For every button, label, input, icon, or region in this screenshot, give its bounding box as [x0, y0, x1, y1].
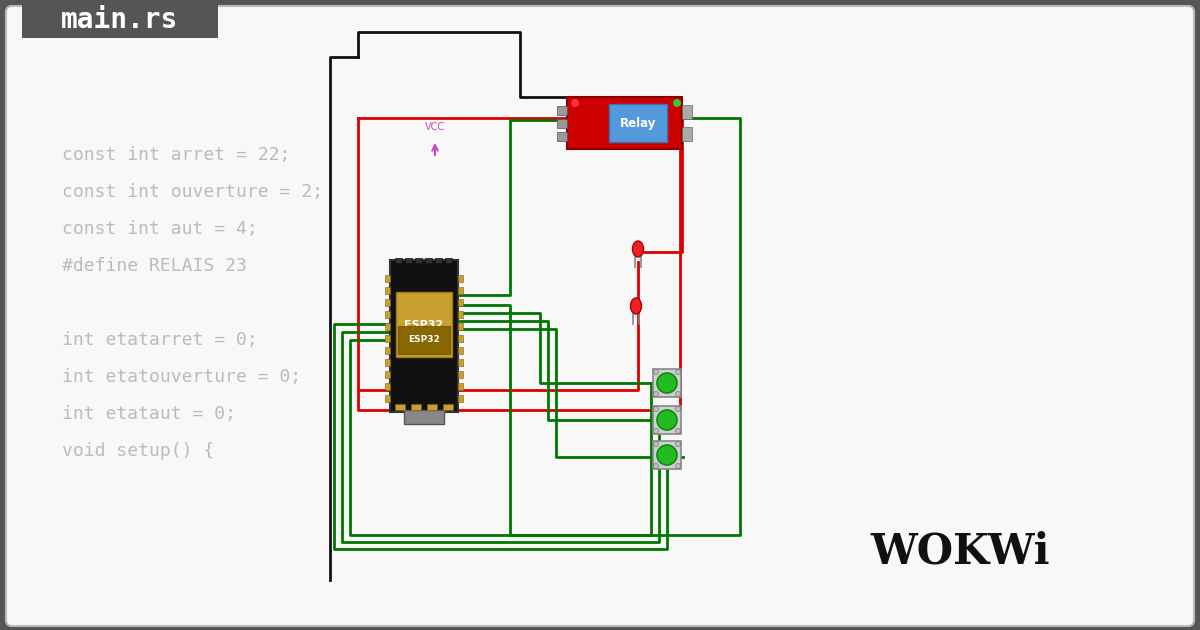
Bar [458, 347, 463, 354]
Circle shape [654, 442, 659, 447]
Circle shape [654, 464, 659, 469]
Bar [458, 323, 463, 330]
Bar [557, 106, 568, 115]
Bar [458, 383, 463, 390]
Circle shape [654, 406, 659, 411]
Circle shape [658, 445, 677, 465]
Bar [385, 371, 390, 378]
Bar [415, 258, 422, 263]
Text: const int arret = 22;: const int arret = 22; [62, 146, 290, 164]
Text: int etataut = 0;: int etataut = 0; [62, 405, 236, 423]
FancyBboxPatch shape [6, 6, 1194, 626]
Bar [385, 287, 390, 294]
Bar [682, 105, 692, 119]
Bar [458, 335, 463, 342]
Circle shape [658, 373, 677, 393]
Circle shape [676, 464, 680, 469]
Text: main.rs: main.rs [61, 6, 179, 34]
Text: ESP32: ESP32 [404, 320, 444, 330]
Bar [682, 127, 692, 141]
Circle shape [654, 428, 659, 433]
Circle shape [654, 391, 659, 396]
Bar [385, 359, 390, 366]
Circle shape [676, 406, 680, 411]
Bar [443, 404, 454, 410]
Bar [22, 2, 218, 38]
Bar [406, 258, 412, 263]
Bar [385, 311, 390, 318]
Bar [458, 395, 463, 402]
Bar [410, 404, 421, 410]
Bar [653, 441, 682, 469]
Bar [445, 258, 452, 263]
Circle shape [571, 99, 580, 107]
Bar [385, 275, 390, 282]
Bar [395, 258, 402, 263]
Bar [458, 371, 463, 378]
Text: WOKWi: WOKWi [870, 531, 1050, 573]
Bar [458, 311, 463, 318]
Bar [458, 299, 463, 306]
Bar [385, 299, 390, 306]
Bar [458, 359, 463, 366]
Bar [557, 132, 568, 141]
Bar [385, 395, 390, 402]
Bar [610, 104, 667, 142]
Text: ESP32: ESP32 [408, 336, 440, 345]
Text: Relay: Relay [620, 117, 656, 130]
Circle shape [676, 442, 680, 447]
Bar [385, 347, 390, 354]
Bar [458, 275, 463, 282]
Bar [436, 258, 442, 263]
Bar [653, 369, 682, 397]
Bar [385, 383, 390, 390]
Bar [398, 326, 450, 354]
Bar [458, 287, 463, 294]
Circle shape [673, 99, 682, 107]
Circle shape [658, 410, 677, 430]
Circle shape [676, 391, 680, 396]
Bar [395, 404, 406, 410]
Bar [557, 119, 568, 128]
Bar [653, 406, 682, 434]
Text: void setup() {: void setup() { [62, 442, 215, 460]
Text: int etatarret = 0;: int etatarret = 0; [62, 331, 258, 349]
Ellipse shape [630, 298, 642, 314]
Text: int etatouverture = 0;: int etatouverture = 0; [62, 368, 301, 386]
Bar [396, 292, 452, 357]
Bar [404, 410, 444, 424]
Text: VCC: VCC [425, 122, 445, 132]
Text: #define RELAIS 23: #define RELAIS 23 [62, 257, 247, 275]
Ellipse shape [632, 241, 643, 257]
Bar [568, 97, 682, 149]
Circle shape [676, 370, 680, 374]
Bar [385, 335, 390, 342]
Bar [385, 323, 390, 330]
Bar [427, 404, 437, 410]
Circle shape [676, 428, 680, 433]
Circle shape [654, 370, 659, 374]
Text: const int ouverture = 2;: const int ouverture = 2; [62, 183, 323, 201]
Text: const int aut = 4;: const int aut = 4; [62, 220, 258, 238]
Bar [390, 260, 458, 412]
Bar [425, 258, 432, 263]
